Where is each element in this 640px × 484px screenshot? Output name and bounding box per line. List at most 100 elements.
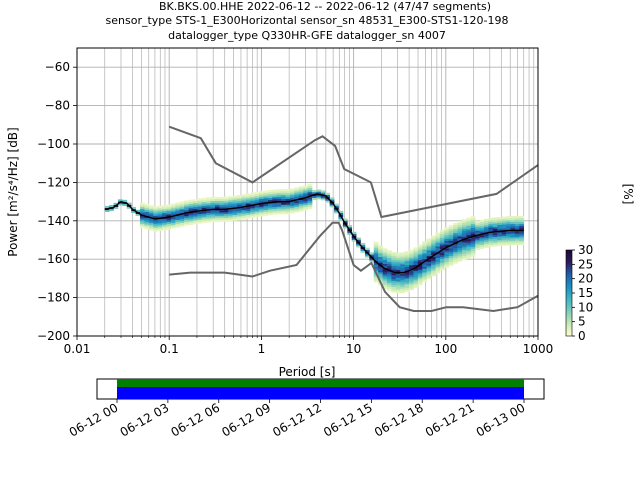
- histogram-cell: [378, 256, 383, 259]
- histogram-cell: [409, 266, 414, 270]
- histogram-cell: [400, 288, 405, 292]
- histogram-cell: [140, 210, 145, 213]
- histogram-cell: [210, 200, 216, 203]
- histogram-cell: [479, 225, 485, 228]
- histogram-cell: [378, 266, 383, 269]
- histogram-cell: [492, 240, 498, 243]
- histogram-cell: [298, 199, 304, 202]
- histogram-cell: [223, 210, 229, 213]
- timeline-tick-label: 06-12 18: [372, 400, 426, 439]
- histogram-cell: [289, 194, 295, 197]
- histogram-cell: [461, 251, 467, 254]
- histogram-cell: [413, 264, 419, 267]
- histogram-cell: [400, 275, 405, 278]
- histogram-cell: [179, 220, 185, 223]
- histogram-cell: [387, 261, 392, 264]
- histogram-cell: [237, 218, 242, 221]
- histogram-cell: [510, 237, 516, 240]
- histogram-cell: [484, 226, 489, 229]
- histogram-cell: [514, 240, 520, 244]
- histogram-cell: [453, 234, 458, 237]
- histogram-cell: [153, 225, 158, 228]
- histogram-cell: [382, 254, 388, 257]
- histogram-cell: [237, 204, 242, 207]
- histogram-cell: [453, 226, 458, 230]
- histogram-cell: [395, 279, 401, 282]
- histogram-cell: [395, 285, 401, 288]
- histogram-cell: [510, 227, 516, 230]
- histogram-cell: [254, 209, 260, 212]
- histogram-cell: [312, 195, 317, 198]
- histogram-cell: [431, 262, 436, 265]
- histogram-cell: [497, 228, 502, 231]
- histogram-cell: [422, 278, 427, 281]
- histogram-cell: [197, 202, 203, 205]
- histogram-cell: [413, 272, 419, 275]
- histogram-cell: [470, 227, 476, 230]
- histogram-cell: [435, 246, 441, 249]
- histogram-cell: [497, 236, 502, 239]
- histogram-cell: [289, 203, 295, 206]
- histogram-cell: [470, 225, 476, 229]
- histogram-cell: [417, 282, 423, 286]
- colorbar-tick-label: 30: [578, 243, 593, 257]
- histogram-cell: [435, 265, 441, 268]
- histogram-cell: [439, 252, 445, 256]
- histogram-cell: [400, 287, 405, 290]
- histogram-cell: [232, 195, 238, 198]
- y-tick-label: −200: [37, 329, 70, 343]
- histogram-cell: [312, 190, 317, 193]
- histogram-cell: [426, 238, 432, 241]
- histogram-cell: [466, 240, 472, 243]
- histogram-cell: [444, 261, 450, 264]
- histogram-cell: [140, 223, 145, 227]
- histogram-cell: [400, 254, 405, 257]
- histogram-cell: [448, 261, 454, 264]
- histogram-cell: [435, 234, 441, 237]
- histogram-cell: [267, 195, 273, 198]
- histogram-cell: [439, 229, 445, 233]
- histogram-cell: [484, 228, 489, 231]
- histogram-cell: [232, 209, 238, 212]
- histogram-cell: [215, 210, 220, 213]
- histogram-cell: [109, 208, 114, 212]
- histogram-cell: [316, 189, 322, 192]
- histogram-cell: [303, 192, 308, 196]
- histogram-cell: [241, 209, 247, 212]
- histogram-cell: [479, 231, 485, 234]
- histogram-cell: [250, 192, 255, 195]
- histogram-cell: [417, 277, 423, 280]
- histogram-cell: [201, 197, 207, 201]
- histogram-cell: [276, 189, 282, 192]
- histogram-cell: [519, 233, 525, 236]
- histogram-cell: [281, 189, 286, 192]
- histogram-cell: [259, 206, 264, 209]
- histogram-cell: [461, 240, 467, 243]
- histogram-cell: [431, 256, 436, 259]
- histogram-cell: [356, 243, 361, 246]
- histogram-cell: [201, 219, 207, 222]
- histogram-cell: [281, 208, 286, 211]
- histogram-cell: [435, 253, 441, 257]
- histogram-cell: [254, 195, 260, 198]
- histogram-cell: [259, 212, 264, 215]
- histogram-cell: [461, 257, 467, 260]
- histogram-cell: [144, 205, 150, 209]
- y-tick-label: −100: [37, 137, 70, 151]
- histogram-cell: [409, 284, 414, 287]
- histogram-cell: [395, 281, 401, 284]
- histogram-cell: [444, 240, 450, 243]
- histogram-cell: [219, 196, 225, 200]
- histogram-cell: [237, 214, 242, 217]
- histogram-cell: [475, 228, 480, 231]
- histogram-cell: [409, 264, 414, 268]
- histogram-cell: [148, 228, 154, 231]
- histogram-cell: [387, 275, 392, 278]
- histogram-cell: [263, 209, 269, 212]
- histogram-cell: [197, 208, 203, 211]
- histogram-cell: [506, 227, 511, 230]
- histogram-cell: [263, 198, 269, 201]
- histogram-cell: [289, 209, 295, 212]
- histogram-cell: [492, 225, 498, 228]
